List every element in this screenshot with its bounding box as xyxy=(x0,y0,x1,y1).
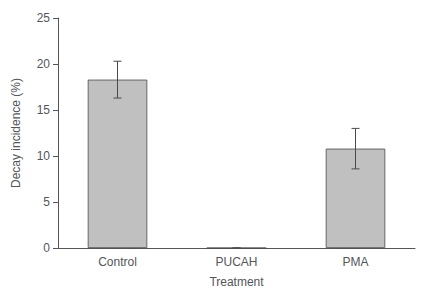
svg-text:25: 25 xyxy=(37,11,51,25)
svg-text:Treatment: Treatment xyxy=(209,275,264,289)
svg-text:0: 0 xyxy=(43,241,50,255)
svg-text:5: 5 xyxy=(43,195,50,209)
svg-text:PMA: PMA xyxy=(342,255,368,269)
svg-text:Control: Control xyxy=(98,255,137,269)
svg-text:20: 20 xyxy=(37,57,51,71)
svg-text:PUCAH: PUCAH xyxy=(215,255,257,269)
svg-text:Decay incidence (%): Decay incidence (%) xyxy=(9,78,23,188)
svg-text:15: 15 xyxy=(37,103,51,117)
svg-text:10: 10 xyxy=(37,149,51,163)
